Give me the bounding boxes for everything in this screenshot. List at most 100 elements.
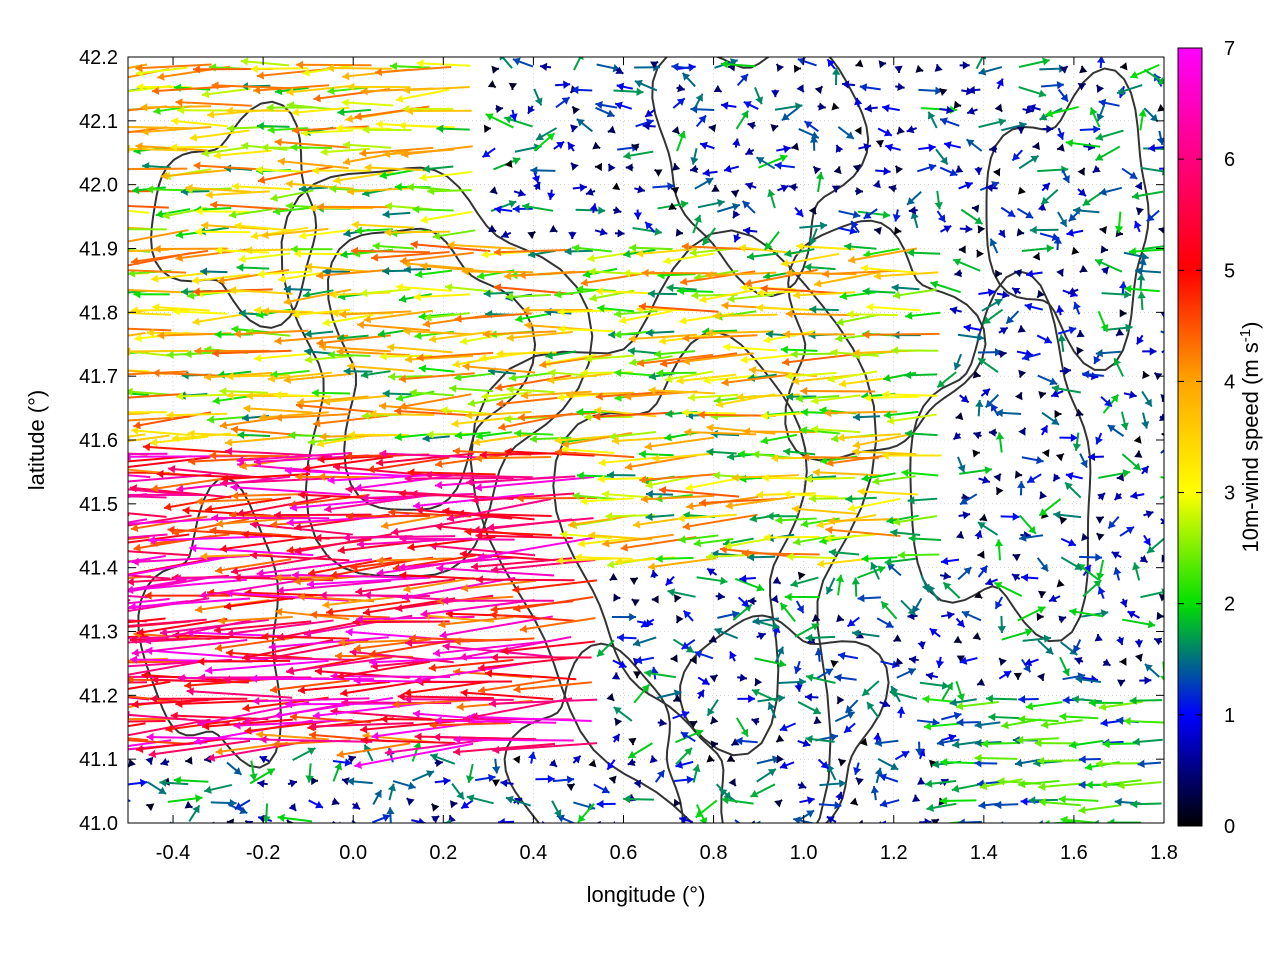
wind-arrow-head: [155, 209, 164, 219]
wind-arrow-shaft: [467, 715, 592, 723]
wind-arrow-shaft: [201, 224, 269, 231]
wind-arrow-head: [128, 602, 136, 611]
wind-arrow-shaft: [146, 735, 269, 741]
wind-arrow-head: [214, 643, 223, 653]
wind-arrow-head: [664, 374, 673, 383]
wind-arrow-head: [883, 167, 891, 176]
wind-arrow-head: [376, 568, 384, 577]
wind-arrow-shaft: [379, 452, 492, 459]
wind-arrow-shaft: [128, 229, 189, 243]
wind-arrow-head: [681, 408, 689, 417]
wind-arrow-head: [35, 569, 42, 577]
wind-arrow-head: [214, 330, 222, 339]
wind-arrow-head: [960, 497, 969, 505]
wind-arrow-head: [136, 744, 144, 754]
wind-arrow-shaft: [318, 345, 391, 353]
wind-arrow-head: [1116, 473, 1125, 482]
wind-arrow-head: [564, 247, 572, 256]
wind-arrow-shaft: [1015, 825, 1039, 828]
wind-arrow-shaft: [128, 204, 169, 209]
wind-arrow-shaft: [236, 451, 352, 462]
wind-arrow-shaft: [374, 65, 452, 74]
wind-arrow-head: [150, 438, 158, 447]
wind-arrow-head: [755, 96, 764, 105]
wind-arrow-head: [307, 747, 316, 756]
wind-arrow-head: [638, 449, 646, 459]
wind-arrow-head: [1051, 384, 1060, 393]
wind-arrow-head: [684, 747, 692, 756]
wind-arrow-head: [219, 478, 227, 488]
wind-arrow-head: [664, 433, 672, 442]
wind-arrow-head: [819, 221, 828, 230]
wind-arrow-shaft: [825, 528, 901, 537]
wind-arrow-head: [863, 211, 872, 219]
wind-arrow-head: [665, 409, 673, 419]
wind-arrow-head: [587, 254, 595, 263]
colorbar: [1177, 47, 1203, 827]
wind-arrow-head: [517, 413, 525, 422]
wind-arrow-shaft: [254, 352, 310, 360]
wind-arrow-head: [888, 184, 897, 193]
wind-arrow-head: [572, 491, 580, 501]
wind-arrow-head: [1092, 165, 1101, 173]
wind-arrow-head: [671, 126, 680, 135]
wind-arrow-head: [834, 673, 842, 682]
wind-arrow-head: [656, 369, 664, 378]
wind-arrow-head: [858, 819, 864, 823]
wind-arrow-shaft: [352, 620, 450, 624]
wind-arrow-head: [697, 410, 705, 420]
wind-arrow-head: [659, 718, 667, 727]
wind-arrow-head: [681, 641, 690, 650]
wind-arrow-head: [504, 159, 513, 168]
wind-arrow-shaft: [433, 736, 537, 741]
wind-arrow-shaft: [170, 145, 228, 149]
wind-arrow-head: [532, 182, 541, 191]
wind-arrow-shaft: [881, 393, 938, 397]
wind-arrow-head: [345, 114, 353, 123]
wind-arrow-shaft: [128, 392, 187, 399]
wind-arrow-head: [60, 295, 67, 303]
wind-arrow-head: [852, 447, 860, 456]
wind-arrow-head: [613, 593, 621, 602]
wind-arrow-head: [751, 717, 760, 726]
wind-arrow-head: [383, 149, 391, 159]
wind-arrow-head: [131, 700, 139, 709]
wind-arrow-shaft: [267, 371, 332, 381]
wind-arrow-shaft: [629, 355, 673, 365]
wind-arrow-head: [440, 406, 448, 415]
wind-arrow-head: [719, 789, 728, 797]
wind-arrow-head: [424, 313, 432, 322]
wind-arrow-head: [547, 774, 555, 784]
wind-arrow-head: [1051, 389, 1060, 398]
wind-arrow-head: [1083, 564, 1091, 573]
wind-arrow-head: [846, 310, 854, 319]
wind-arrow-shaft: [974, 756, 1018, 760]
wind-arrow-head: [259, 755, 268, 764]
wind-arrow-head: [380, 714, 388, 724]
wind-arrow-head: [234, 802, 243, 810]
wind-arrow-head: [134, 333, 142, 343]
wind-arrow-head: [170, 711, 178, 720]
wind-arrow-head: [932, 760, 940, 769]
wind-arrow-head: [250, 674, 258, 683]
wind-arrow-shaft: [574, 556, 633, 560]
wind-arrow-shaft: [351, 223, 415, 229]
wind-arrow-head: [495, 383, 503, 392]
wind-arrow-head: [716, 399, 724, 409]
wind-arrow-head: [838, 379, 847, 388]
wind-arrow-head: [1119, 599, 1128, 608]
wind-arrow-head: [785, 371, 793, 381]
wind-arrow-head: [784, 592, 792, 602]
wind-arrow-head: [1024, 302, 1033, 311]
wind-arrow-head: [601, 785, 610, 794]
wind-arrow-head: [724, 541, 733, 550]
wind-arrow-shaft: [653, 350, 695, 356]
wind-arrow-head: [256, 730, 264, 739]
wind-arrow-head: [682, 334, 690, 343]
wind-arrow-head: [726, 754, 735, 762]
wind-arrow-head: [693, 538, 702, 548]
wind-arrow-head: [776, 754, 784, 763]
wind-arrow-shaft: [240, 59, 290, 67]
wind-arrow-head: [1075, 675, 1083, 684]
wind-arrow-head: [1060, 815, 1068, 823]
